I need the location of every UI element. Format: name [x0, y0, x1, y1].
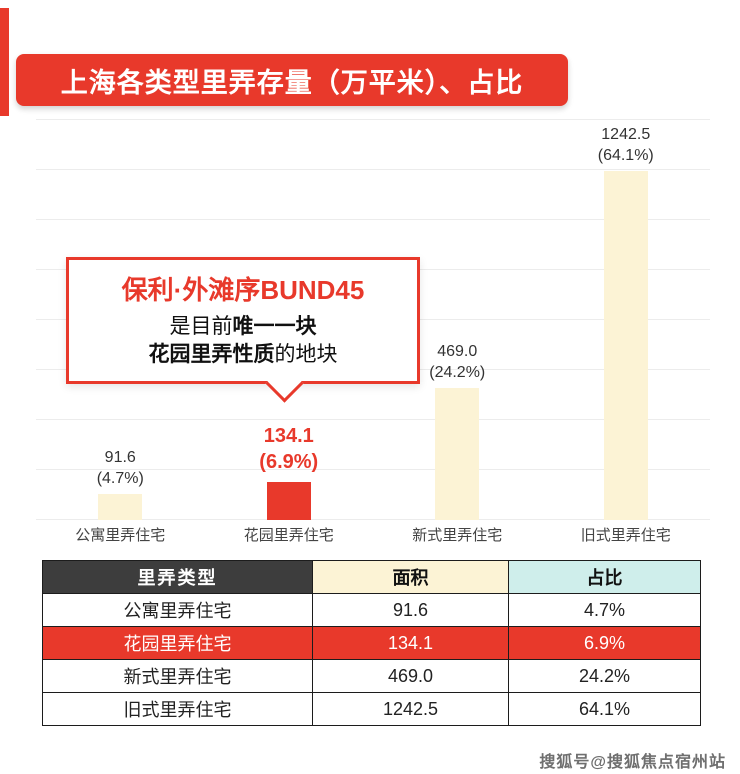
bar-group-new-style: 469.0 (24.2%) [373, 114, 542, 520]
cell-pct: 24.2% [508, 659, 701, 693]
table-row: 公寓里弄住宅 91.6 4.7% [42, 593, 701, 627]
table-row: 旧式里弄住宅 1242.5 64.1% [42, 692, 701, 726]
table-row: 新式里弄住宅 469.0 24.2% [42, 659, 701, 693]
category-label: 公寓里弄住宅 [75, 527, 166, 544]
table-row-highlight: 花园里弄住宅 134.1 6.9% [42, 626, 701, 660]
category-label: 花园里弄住宅 [243, 527, 334, 544]
category-label: 新式里弄住宅 [412, 527, 503, 544]
cell-pct: 64.1% [508, 692, 701, 726]
cell-area: 134.1 [312, 626, 509, 660]
cell-type: 旧式里弄住宅 [42, 692, 313, 726]
bar-value-label: 1242.5 (64.1%) [597, 126, 654, 164]
header-area: 面积 [312, 560, 509, 594]
category-axis: 公寓里弄住宅 花园里弄住宅 新式里弄住宅 旧式里弄住宅 [36, 524, 710, 545]
cell-area: 469.0 [312, 659, 509, 693]
header-type: 里弄类型 [42, 560, 313, 594]
cell-type: 花园里弄住宅 [42, 626, 313, 660]
bar-garden [266, 482, 311, 520]
cell-type: 新式里弄住宅 [42, 659, 313, 693]
left-accent-bar [0, 8, 9, 116]
bar-apartment [98, 494, 143, 520]
page-title: 上海各类型里弄存量（万平米）、占比 [60, 67, 524, 98]
watermark-text: 搜狐号@搜狐焦点宿州站 [539, 754, 726, 771]
cell-area: 91.6 [312, 593, 509, 627]
bar-new-style [435, 388, 480, 520]
header-pct: 占比 [508, 560, 701, 594]
callout-line2: 是目前唯一一块 [169, 315, 317, 338]
bar-group-old-style: 1242.5 (64.1%) [542, 114, 711, 520]
category-label: 旧式里弄住宅 [580, 527, 671, 544]
cell-area: 1242.5 [312, 692, 509, 726]
title-banner: 上海各类型里弄存量（万平米）、占比 [16, 54, 568, 106]
cell-pct: 6.9% [508, 626, 701, 660]
callout-project-name: 保利·外滩序BUND45 [121, 275, 365, 305]
cell-type: 公寓里弄住宅 [42, 593, 313, 627]
bar-group-apartment: 91.6 (4.7%) [36, 114, 205, 520]
bar-value-label-highlight: 134.1 (6.9%) [259, 425, 319, 473]
cell-pct: 4.7% [508, 593, 701, 627]
table-header-row: 里弄类型 面积 占比 [42, 560, 701, 594]
bar-old-style [603, 171, 648, 520]
callout-line3: 花园里弄性质的地块 [148, 343, 338, 366]
bar-group-garden: 134.1 (6.9%) [205, 114, 374, 520]
bar-value-label: 91.6 (4.7%) [96, 449, 144, 487]
summary-table: 里弄类型 面积 占比 公寓里弄住宅 91.6 4.7% 花园里弄住宅 134.1… [42, 560, 701, 726]
callout-bubble: 保利·外滩序BUND45 是目前唯一一块 花园里弄性质的地块 [66, 257, 420, 403]
bar-value-label: 469.0 (24.2%) [429, 343, 486, 381]
